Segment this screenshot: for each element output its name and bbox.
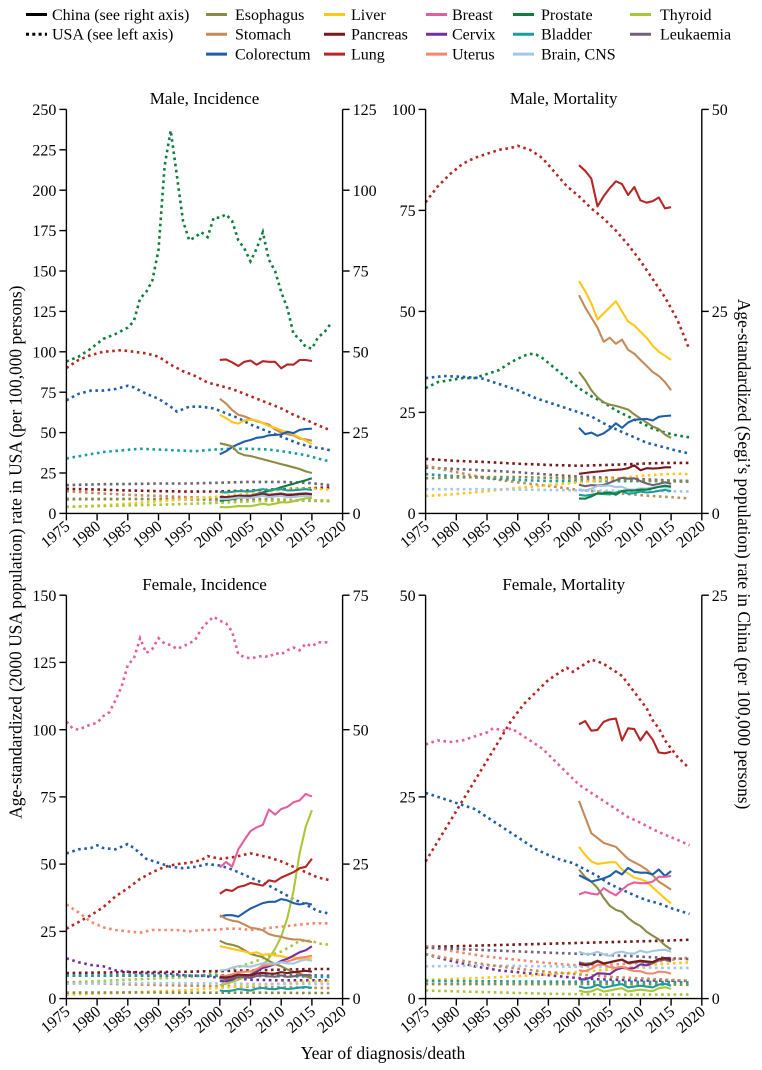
svg-text:125: 125 <box>353 102 377 119</box>
svg-text:Lung: Lung <box>351 46 385 63</box>
svg-text:Uterus: Uterus <box>452 46 495 63</box>
svg-text:0: 0 <box>353 506 361 523</box>
svg-text:Liver: Liver <box>351 7 386 24</box>
svg-text:100: 100 <box>353 183 377 200</box>
svg-text:25: 25 <box>353 857 369 874</box>
svg-text:0: 0 <box>48 506 56 523</box>
svg-text:Leukaemia: Leukaemia <box>660 27 731 44</box>
svg-text:50: 50 <box>400 588 416 605</box>
svg-text:Prostate: Prostate <box>541 7 593 24</box>
svg-text:Male, Incidence: Male, Incidence <box>150 89 260 108</box>
svg-text:0: 0 <box>48 991 56 1008</box>
svg-text:75: 75 <box>40 790 56 807</box>
svg-text:Thyroid: Thyroid <box>660 7 712 24</box>
svg-text:100: 100 <box>32 722 56 739</box>
svg-text:Esophagus: Esophagus <box>235 7 304 24</box>
svg-text:75: 75 <box>353 588 369 605</box>
svg-text:25: 25 <box>40 924 56 941</box>
svg-text:50: 50 <box>353 344 369 361</box>
svg-text:0: 0 <box>712 506 720 523</box>
svg-text:125: 125 <box>32 304 56 321</box>
svg-text:25: 25 <box>712 304 728 321</box>
svg-text:Brain, CNS: Brain, CNS <box>541 46 616 63</box>
svg-text:50: 50 <box>40 425 56 442</box>
svg-text:50: 50 <box>712 102 728 119</box>
svg-text:0: 0 <box>353 991 361 1008</box>
svg-text:25: 25 <box>40 466 56 483</box>
svg-text:100: 100 <box>392 102 416 119</box>
svg-text:250: 250 <box>32 102 56 119</box>
svg-text:0: 0 <box>408 506 416 523</box>
svg-text:Age-standardized (Segi’s popul: Age-standardized (Segi’s population) rat… <box>734 299 754 810</box>
svg-text:75: 75 <box>400 203 416 220</box>
svg-text:Age-standardized (2000 USA pop: Age-standardized (2000 USA population) r… <box>6 285 26 818</box>
svg-text:0: 0 <box>408 991 416 1008</box>
svg-text:150: 150 <box>32 264 56 281</box>
svg-text:150: 150 <box>32 588 56 605</box>
svg-text:225: 225 <box>32 142 56 159</box>
svg-text:50: 50 <box>353 722 369 739</box>
svg-text:75: 75 <box>353 264 369 281</box>
svg-text:50: 50 <box>40 857 56 874</box>
svg-text:25: 25 <box>400 790 416 807</box>
svg-text:25: 25 <box>353 425 369 442</box>
svg-text:Cervix: Cervix <box>452 27 496 44</box>
svg-text:Female, Incidence: Female, Incidence <box>142 575 267 594</box>
svg-text:Female, Mortality: Female, Mortality <box>502 575 625 594</box>
svg-text:Breast: Breast <box>452 7 493 24</box>
svg-text:100: 100 <box>32 344 56 361</box>
svg-text:50: 50 <box>400 304 416 321</box>
svg-text:25: 25 <box>712 588 728 605</box>
svg-text:200: 200 <box>32 183 56 200</box>
svg-text:Colorectum: Colorectum <box>235 46 311 63</box>
svg-text:Year of diagnosis/death: Year of diagnosis/death <box>301 1043 466 1063</box>
svg-text:175: 175 <box>32 223 56 240</box>
svg-text:75: 75 <box>40 385 56 402</box>
svg-text:Bladder: Bladder <box>541 27 592 44</box>
svg-text:125: 125 <box>32 655 56 672</box>
svg-text:Male, Mortality: Male, Mortality <box>510 89 618 108</box>
svg-text:0: 0 <box>712 991 720 1008</box>
svg-text:25: 25 <box>400 405 416 422</box>
svg-text:Pancreas: Pancreas <box>351 27 408 44</box>
svg-text:USA (see left axis): USA (see left axis) <box>52 27 173 44</box>
svg-text:China (see right axis): China (see right axis) <box>52 7 189 24</box>
svg-text:Stomach: Stomach <box>235 27 291 44</box>
